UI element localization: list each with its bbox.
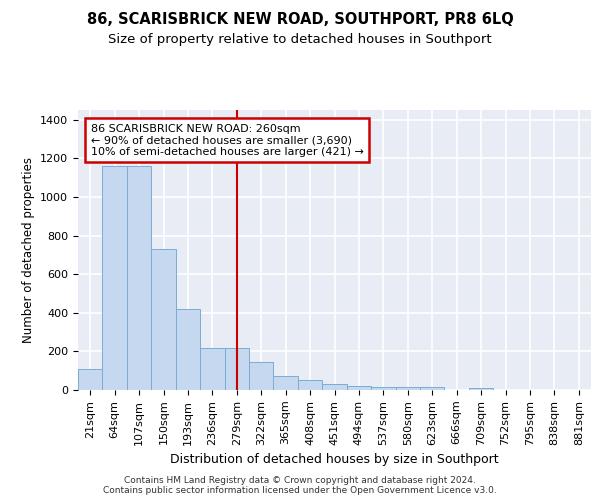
Bar <box>298 380 322 390</box>
Bar <box>176 309 200 390</box>
Bar <box>274 376 298 390</box>
Bar <box>249 362 274 390</box>
Bar <box>371 387 395 390</box>
Bar <box>420 387 445 390</box>
Bar <box>395 387 420 390</box>
Text: 86 SCARISBRICK NEW ROAD: 260sqm
← 90% of detached houses are smaller (3,690)
10%: 86 SCARISBRICK NEW ROAD: 260sqm ← 90% of… <box>91 124 364 156</box>
Bar <box>78 370 103 390</box>
Bar <box>127 166 151 390</box>
Bar <box>151 249 176 390</box>
Bar <box>322 384 347 390</box>
Bar <box>103 166 127 390</box>
X-axis label: Distribution of detached houses by size in Southport: Distribution of detached houses by size … <box>170 453 499 466</box>
Bar <box>224 348 249 390</box>
Bar <box>200 348 224 390</box>
Bar <box>347 386 371 390</box>
Bar <box>469 388 493 390</box>
Text: Size of property relative to detached houses in Southport: Size of property relative to detached ho… <box>108 32 492 46</box>
Text: Contains HM Land Registry data © Crown copyright and database right 2024.
Contai: Contains HM Land Registry data © Crown c… <box>103 476 497 495</box>
Y-axis label: Number of detached properties: Number of detached properties <box>22 157 35 343</box>
Text: 86, SCARISBRICK NEW ROAD, SOUTHPORT, PR8 6LQ: 86, SCARISBRICK NEW ROAD, SOUTHPORT, PR8… <box>86 12 514 28</box>
